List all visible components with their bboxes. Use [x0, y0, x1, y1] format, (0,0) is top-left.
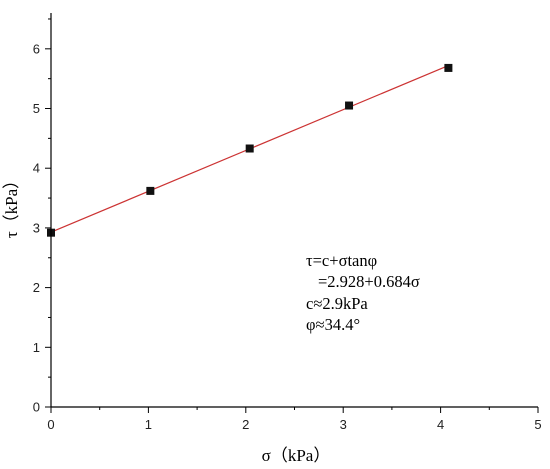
- x-axis-title: σ（kPa）: [262, 446, 331, 465]
- equation-label: τ=c+σtanφ: [306, 251, 377, 270]
- y-tick-label: 3: [33, 220, 40, 235]
- x-axis-ticks: 0 1 2 3 4 5: [47, 407, 542, 432]
- equation-value: =2.928+0.684σ: [318, 272, 420, 291]
- x-tick-label: 4: [437, 417, 444, 432]
- data-point: [345, 101, 354, 110]
- y-tick-label: 0: [33, 400, 40, 415]
- data-point: [146, 186, 155, 195]
- friction-angle-label: φ≈34.4°: [306, 315, 360, 334]
- x-tick-label: 2: [242, 417, 249, 432]
- y-tick-label: 2: [33, 280, 40, 295]
- y-tick-label: 1: [33, 340, 40, 355]
- x-tick-label: 5: [534, 417, 541, 432]
- y-axis-title: τ（kPa）: [2, 172, 21, 238]
- data-point: [245, 144, 254, 153]
- x-tick-label: 3: [340, 417, 347, 432]
- y-tick-label: 6: [33, 41, 40, 56]
- y-axis-ticks: 0 1 2 3 4 5 6: [33, 18, 51, 415]
- cohesion-label: c≈2.9kPa: [306, 294, 368, 313]
- data-point: [444, 63, 453, 72]
- y-tick-label: 5: [33, 101, 40, 116]
- x-tick-label: 0: [47, 417, 54, 432]
- y-tick-label: 4: [33, 161, 40, 176]
- x-tick-label: 1: [145, 417, 152, 432]
